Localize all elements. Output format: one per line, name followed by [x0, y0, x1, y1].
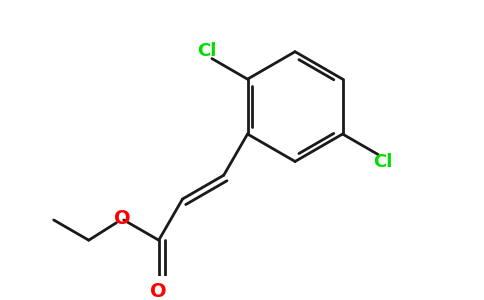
Text: Cl: Cl — [197, 42, 217, 60]
Text: O: O — [114, 209, 130, 228]
Text: O: O — [151, 282, 167, 300]
Text: Cl: Cl — [373, 153, 393, 171]
